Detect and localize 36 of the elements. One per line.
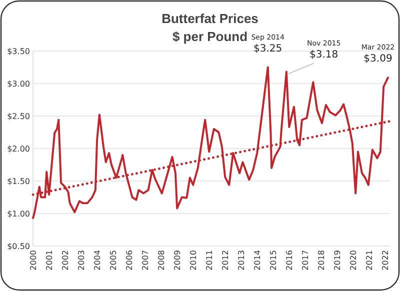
y-tick-label: $2.50 xyxy=(7,112,30,121)
x-tick-label: 2019 xyxy=(332,250,342,270)
y-tick-label: $3.00 xyxy=(7,79,30,88)
x-tick-label: 2011 xyxy=(204,250,214,270)
x-tick-label: 2007 xyxy=(140,250,150,270)
x-tick-label: 2004 xyxy=(92,250,102,270)
x-tick-label: 2014 xyxy=(252,250,262,270)
x-tick-label: 2003 xyxy=(76,250,86,270)
y-tick-label: $2.00 xyxy=(7,144,30,154)
x-tick-label: 2002 xyxy=(60,250,70,270)
y-tick-label: $3.50 xyxy=(7,46,30,56)
y-tick-label: $1.00 xyxy=(7,209,30,218)
x-tick-label: 2009 xyxy=(172,250,182,270)
x-tick-label: 2018 xyxy=(316,250,326,270)
x-tick-label: 2015 xyxy=(268,250,278,270)
x-tick-label: 2010 xyxy=(188,250,198,270)
x-tick-label: 2000 xyxy=(28,250,38,270)
chart-subtitle: $ per Pound xyxy=(172,29,248,44)
y-tick-label: $0.50 xyxy=(7,242,30,251)
x-tick-label: 2012 xyxy=(220,250,230,270)
x-tick-label: 2005 xyxy=(108,250,118,270)
x-tick-label: 2006 xyxy=(124,250,134,270)
x-tick-label: 2017 xyxy=(300,250,310,270)
y-tick-label: $1.50 xyxy=(7,176,30,186)
x-tick-label: 2013 xyxy=(236,250,246,270)
x-tick-label: 2001 xyxy=(44,250,54,270)
annotation: Mar 2022 $3.09 xyxy=(361,44,395,65)
x-tick-label: 2016 xyxy=(284,250,294,270)
chart-title: Butterfat Prices xyxy=(162,11,258,26)
annotation: Nov 2015 $3.18 xyxy=(307,39,341,60)
annotation: Sep 2014 $3.25 xyxy=(251,33,286,54)
x-tick-label: 2020 xyxy=(348,250,358,270)
x-tick-label: 2022 xyxy=(380,250,390,270)
line-series xyxy=(32,66,389,220)
x-tick-label: 2021 xyxy=(364,250,374,270)
x-tick-label: 2008 xyxy=(156,250,166,270)
